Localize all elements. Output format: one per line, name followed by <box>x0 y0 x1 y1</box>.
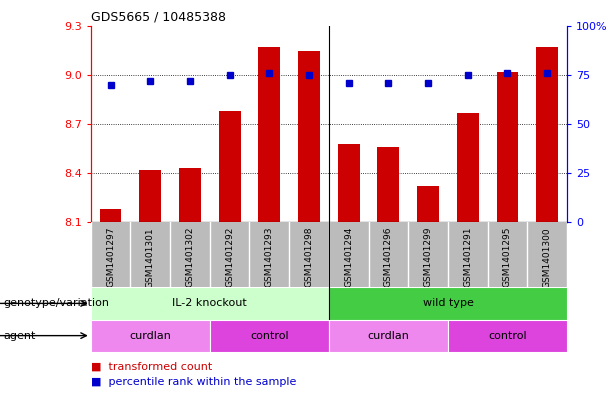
Text: GSM1401299: GSM1401299 <box>424 227 433 287</box>
Text: genotype/variation: genotype/variation <box>3 298 109 309</box>
Text: GSM1401293: GSM1401293 <box>265 227 274 287</box>
Bar <box>210 320 329 352</box>
Text: GSM1401291: GSM1401291 <box>463 227 472 287</box>
Bar <box>179 168 201 222</box>
Bar <box>91 320 210 352</box>
Bar <box>139 170 161 222</box>
Bar <box>329 287 567 320</box>
Bar <box>219 111 240 222</box>
Bar <box>448 320 567 352</box>
Text: control: control <box>250 331 289 341</box>
Text: GSM1401295: GSM1401295 <box>503 227 512 287</box>
Bar <box>457 113 479 222</box>
Bar <box>100 209 121 222</box>
Text: ■  percentile rank within the sample: ■ percentile rank within the sample <box>91 377 296 387</box>
Bar <box>417 186 439 222</box>
Text: GDS5665 / 10485388: GDS5665 / 10485388 <box>91 10 226 23</box>
Bar <box>329 320 448 352</box>
Bar <box>536 47 558 222</box>
Bar <box>91 287 329 320</box>
Text: IL-2 knockout: IL-2 knockout <box>172 298 247 309</box>
Text: control: control <box>488 331 527 341</box>
Text: GSM1401296: GSM1401296 <box>384 227 393 287</box>
Text: GSM1401300: GSM1401300 <box>543 227 552 288</box>
Text: GSM1401301: GSM1401301 <box>146 227 154 288</box>
Bar <box>298 50 320 222</box>
Text: agent: agent <box>3 331 36 341</box>
Text: curdlan: curdlan <box>129 331 171 341</box>
Text: GSM1401302: GSM1401302 <box>186 227 194 287</box>
Text: ■  transformed count: ■ transformed count <box>91 362 212 372</box>
Text: wild type: wild type <box>422 298 473 309</box>
Bar <box>497 72 519 222</box>
Bar <box>259 47 280 222</box>
Bar <box>338 144 360 222</box>
Text: curdlan: curdlan <box>367 331 409 341</box>
Text: GSM1401294: GSM1401294 <box>345 227 353 287</box>
Bar <box>378 147 399 222</box>
Text: GSM1401298: GSM1401298 <box>305 227 313 287</box>
Text: GSM1401297: GSM1401297 <box>106 227 115 287</box>
Text: GSM1401292: GSM1401292 <box>225 227 234 287</box>
